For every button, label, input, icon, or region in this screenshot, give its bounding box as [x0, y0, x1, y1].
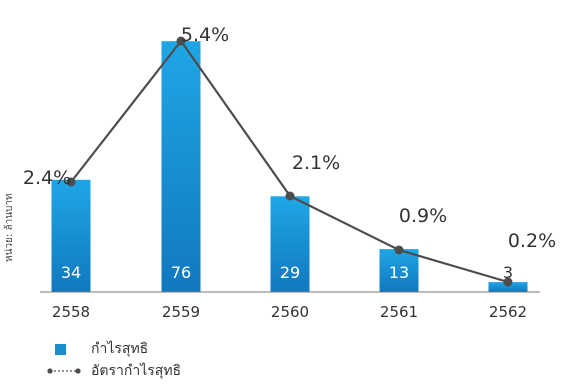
bar-value-label-2561: 13 — [389, 263, 409, 282]
margin-label-2560: 2.1% — [292, 152, 340, 174]
x-tick-label-2559: 2559 — [162, 303, 200, 321]
legend-label-net-profit: กำไรสุทธิ — [91, 341, 149, 357]
legend-item-margin: อัตรากำไรสุทธิ — [47, 360, 181, 382]
legend-bar-swatch — [47, 343, 91, 355]
legend-line-swatch — [47, 366, 91, 376]
legend: กำไรสุทธิ อัตรากำไรสุทธิ — [47, 338, 181, 382]
bar-value-label-2562: 3 — [503, 263, 513, 282]
x-tick-label-2561: 2561 — [380, 303, 418, 321]
x-tick-label-2558: 2558 — [52, 303, 90, 321]
bar-2558 — [51, 179, 91, 292]
bar-value-label-2558: 34 — [61, 263, 81, 282]
bar-2559 — [161, 41, 201, 293]
legend-label-margin: อัตรากำไรสุทธิ — [91, 363, 182, 379]
margin-label-2558: 2.4% — [23, 167, 71, 189]
x-tick-label-2560: 2560 — [271, 303, 309, 321]
bar-2561 — [379, 249, 419, 292]
bar-2560 — [270, 196, 310, 292]
margin-label-2562: 0.2% — [508, 230, 556, 252]
y-axis-unit-label: หน่วย: ล้านบาท — [4, 193, 15, 262]
margin-point-2561 — [394, 245, 404, 255]
margin-point-2560 — [285, 191, 295, 201]
margin-label-2559: 5.4% — [181, 24, 229, 46]
margin-point-2558 — [66, 177, 76, 187]
bar-2562 — [488, 282, 528, 292]
bar-value-label-2560: 29 — [280, 263, 300, 282]
margin-point-2562 — [503, 277, 513, 287]
x-tick-label-2562: 2562 — [489, 303, 527, 321]
margin-label-2561: 0.9% — [399, 205, 447, 227]
legend-item-net-profit: กำไรสุทธิ — [47, 338, 181, 360]
margin-point-2559 — [176, 36, 186, 46]
plot-area: 34 76 29 13 3 2558 2559 2560 2561 2562 2.4% 5.4% 2.1… — [23, 24, 556, 321]
bar-value-label-2559: 76 — [171, 263, 191, 282]
